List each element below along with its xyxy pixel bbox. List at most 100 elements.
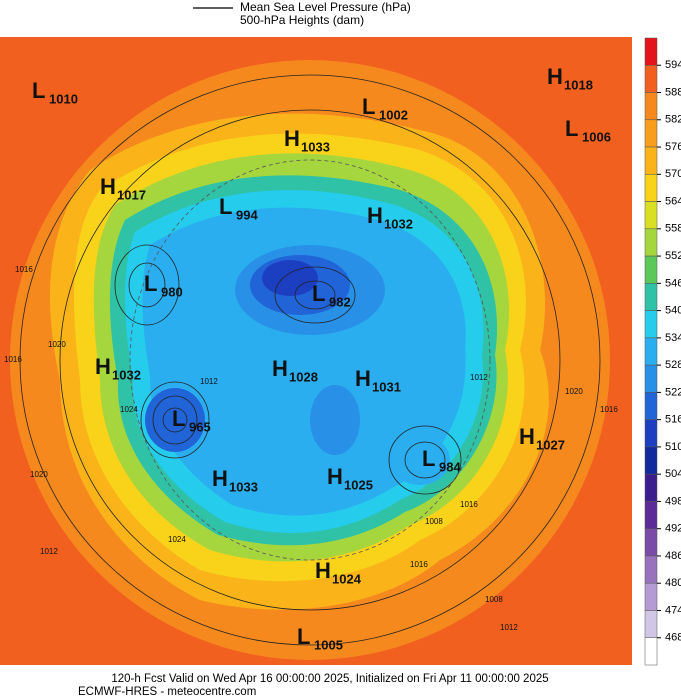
pressure-center-letter: H [100,174,116,199]
contour-label: 1024 [168,535,186,544]
colorbar-box [644,610,658,638]
pressure-center-letter: L [312,281,325,306]
pressure-center-letter: L [565,116,578,141]
pressure-center-letter: L [144,271,157,296]
pressure-center-letter: H [284,126,300,151]
pressure-center-value: 965 [189,419,211,434]
pressure-center-letter: L [219,194,232,219]
colorbar-label: 474 [665,604,681,616]
colorbar-box [644,92,658,121]
map [0,37,632,665]
pressure-center-letter: H [95,354,111,379]
colorbar-box [644,473,658,502]
colorbar-label: 468 [665,632,681,644]
pressure-center-value: 1002 [379,107,408,122]
colorbar-label: 558 [665,223,681,235]
contour-label: 1020 [48,340,66,349]
contour-label: 1012 [200,377,218,386]
colorbar-label: 510 [665,441,681,453]
pressure-center-value: 1027 [536,437,565,452]
pressure-center-value: 1006 [582,129,611,144]
pressure-center-letter: H [212,466,228,491]
pressure-center-value: 994 [236,207,258,222]
colorbar-box [644,174,658,202]
contour-label: 1020 [30,470,48,479]
colorbar-box [644,337,658,366]
colorbar-label: 528 [665,359,681,371]
colorbar-box [644,419,658,448]
contour-label: 1008 [485,595,503,604]
pressure-center-value: 1033 [229,479,258,494]
pressure-center-value: 1025 [344,477,373,492]
colorbar-box [644,201,658,230]
contour-label: 1024 [120,405,138,414]
colorbar-label: 498 [665,495,681,507]
contour-label: 1008 [425,517,443,526]
pressure-center-letter: H [355,366,371,391]
colorbar-box [644,364,658,393]
colorbar-box [644,119,658,148]
colorbar-box [644,310,658,339]
pressure-center-value: 1032 [112,367,141,382]
legend-text: Mean Sea Level Pressure (hPa) [240,0,411,14]
contour-label: 1016 [4,355,22,364]
pressure-center-value: 982 [329,294,351,309]
pressure-center-letter: H [367,203,383,228]
pressure-center-letter: L [362,94,375,119]
colorbar-box [644,392,658,420]
colorbar-box [644,501,658,529]
colorbar-box [644,446,658,475]
pressure-center-value: 1010 [49,91,78,106]
colorbar-label: 504 [665,468,681,480]
pressure-center-value: 1024 [332,571,362,586]
colorbar-label: 588 [665,86,681,98]
pressure-center-value: 984 [439,459,461,474]
pressure-center-letter: L [422,446,435,471]
contour-label: 1012 [40,547,58,556]
colorbar-box [644,283,658,311]
colorbar-box [644,65,658,93]
pressure-center-letter: H [327,464,343,489]
pressure-center-letter: L [297,624,310,649]
contour-label: 1016 [410,560,428,569]
contour-label: 1016 [15,265,33,274]
contour-label: 1012 [470,373,488,382]
colorbar-label: 480 [665,577,681,589]
pressure-center-value: 980 [161,284,183,299]
colorbar-label: 552 [665,250,681,262]
pressure-center-value: 1018 [564,77,593,92]
colorbar-label: 564 [665,195,681,207]
colorbar-box [644,37,658,66]
colorbar-label: 492 [665,523,681,535]
colorbar: 594 588 582 576 570 564 558 552 546 540 534 528 522 5… [644,37,681,666]
colorbar-box [644,582,658,611]
colorbar-box [644,637,658,666]
colorbar-label: 534 [665,332,681,344]
colorbar-label: 522 [665,386,681,398]
colorbar-box [644,555,658,584]
contour-label: 1016 [600,405,618,414]
footer-text: ECMWF-HRES - meteocentre.com [78,686,256,698]
pressure-center-letter: H [272,356,288,381]
pressure-center-letter: L [32,78,45,103]
contour-label: 1012 [500,623,518,632]
colorbar-label: 516 [665,414,681,426]
colorbar-label: 594 [665,59,681,71]
pressure-center-value: 1033 [301,139,330,154]
pressure-center-letter: H [547,64,563,89]
colorbar-box [644,528,658,557]
pressure-center-letter: H [315,558,331,583]
contour-label: 1016 [460,500,478,509]
footer-text: 120-h Fcst Valid on Wed Apr 16 00:00:00 … [111,673,548,685]
pressure-center-value: 1005 [314,637,343,652]
colorbar-label: 576 [665,141,681,153]
legend-text: 500-hPa Heights (dam) [240,13,364,27]
pressure-center-value: 1028 [289,369,318,384]
pressure-center-value: 1032 [384,216,413,231]
colorbar-label: 486 [665,550,681,562]
colorbar-label: 546 [665,277,681,289]
pressure-center-value: 1031 [372,379,401,394]
